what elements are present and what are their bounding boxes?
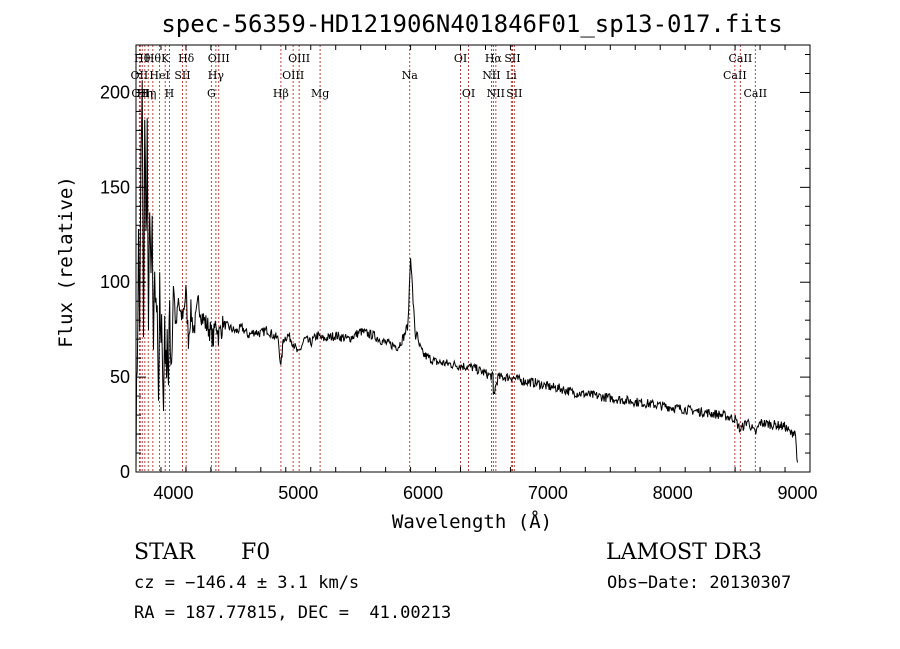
line-label-7: K — [161, 52, 170, 65]
line-label-8: H — [165, 87, 175, 100]
y-tick-label: 0 — [120, 462, 130, 482]
line-label-24: Li — [506, 69, 517, 82]
line-label-16: OIII — [288, 52, 310, 65]
line-label-26: SII — [506, 87, 522, 100]
y-axis-label: Flux (relative) — [55, 176, 77, 348]
line-label-22: Hα — [485, 52, 503, 65]
x-axis-ticks: 4000 5000 6000 7000 8000 9000 — [135, 45, 818, 503]
line-label-11: G — [207, 87, 216, 100]
spectrum-chart: spec-56359-HD121906N401846F01_sp13-017.f… — [55, 10, 818, 533]
line-label-13: OIII — [208, 52, 230, 65]
line-label-2: Hθ — [134, 52, 151, 65]
x-tick-label: 9000 — [777, 483, 817, 503]
line-label-15: OIII — [282, 69, 304, 82]
redshift-value: cz = −146.4 ± 3.1 km/s — [134, 573, 360, 593]
line-label-6: HeI — [149, 69, 169, 82]
y-tick-label: 100 — [100, 272, 130, 292]
x-tick-label: 4000 — [153, 483, 193, 503]
line-label-5: Hθ — [145, 52, 162, 65]
line-label-21: NII — [482, 69, 500, 82]
line-label-28: CaII — [729, 52, 753, 65]
observation-date: Obs−Date: 20130307 — [607, 573, 792, 593]
line-label-4: Hη — [140, 87, 156, 100]
line-label-20: OI — [462, 87, 475, 100]
line-label-10: Hδ — [178, 52, 195, 65]
y-tick-label: 50 — [110, 367, 130, 387]
line-label-3: Hη — [137, 87, 153, 100]
flux-series-line — [135, 80, 798, 473]
line-label-9: SII — [174, 69, 190, 82]
line-label-0: OII — [131, 69, 149, 82]
y-tick-label: 200 — [100, 82, 130, 102]
chart-title: spec-56359-HD121906N401846F01_sp13-017.f… — [161, 10, 782, 38]
line-label-23: NII — [487, 87, 505, 100]
x-tick-label: 5000 — [278, 483, 318, 503]
line-label-18: Na — [402, 69, 419, 82]
y-tick-label: 150 — [100, 177, 130, 197]
line-label-17: Mg — [311, 87, 329, 100]
line-label-14: Hβ — [273, 87, 289, 100]
spectral-line-markers — [138, 45, 756, 472]
object-subclass: F0 — [241, 540, 271, 565]
spectral-line-labels: OIIOIIHθHηHηHθHeIKHSIIHδGHγOIIIHβOIIIOII… — [131, 52, 768, 100]
survey-name: LAMOST DR3 — [606, 540, 762, 565]
line-label-29: CaII — [743, 87, 767, 100]
ra-dec-coordinates: RA = 187.77815, DEC = 41.00213 — [134, 603, 452, 623]
line-label-12: Hγ — [208, 69, 225, 82]
x-axis-label: Wavelength (Å) — [392, 510, 552, 533]
line-label-25: SII — [504, 52, 520, 65]
x-tick-label: 6000 — [403, 483, 443, 503]
x-tick-label: 7000 — [528, 483, 568, 503]
y-axis-ticks: 0 50 100 150 200 — [100, 53, 810, 482]
object-class: STAR — [134, 540, 195, 565]
x-tick-label: 8000 — [653, 483, 693, 503]
plot-frame — [135, 44, 811, 473]
line-label-19: OI — [454, 52, 467, 65]
line-label-27: CaII — [723, 69, 747, 82]
